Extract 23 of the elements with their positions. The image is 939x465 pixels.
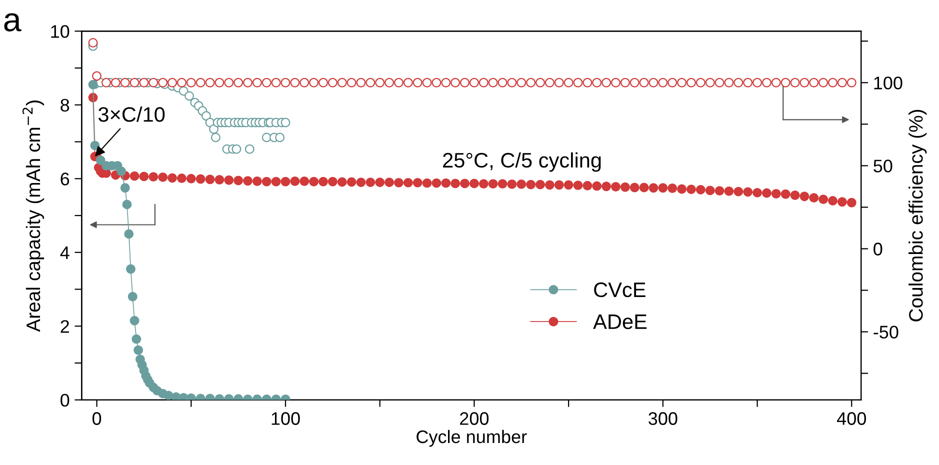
legend-label: CVcE	[594, 282, 646, 298]
x-tick-label: 300	[648, 412, 678, 425]
y-tick-label: 8	[60, 98, 70, 112]
y2-tick-label: 50	[874, 160, 892, 172]
x-tick-label: 0	[92, 412, 102, 425]
annotation: 25°C, C/5 cycling	[443, 152, 601, 172]
x-axis-title: Cycle number	[416, 430, 527, 447]
y2-axis-title: Coulombic efficiency (%)	[908, 110, 927, 322]
x-tick-label: 400	[836, 412, 866, 425]
annotation: 3×C/10	[98, 106, 165, 122]
x-tick-label: 200	[460, 412, 489, 425]
y-tick-label: 6	[60, 172, 70, 186]
y-tick-label: 10	[51, 25, 70, 38]
y2-tick-label: 100	[874, 76, 902, 90]
x-tick-label: 100	[272, 412, 300, 425]
y-tick-label: 4	[60, 246, 70, 259]
text: a	[4, 13, 22, 32]
y2-tick-label: 0	[874, 242, 882, 256]
legend-label: ADeE	[593, 314, 647, 330]
y-axis-title: Areal capacity (mAh cm$^{−2}$)	[22, 100, 44, 332]
y-tick-label: 2	[60, 320, 69, 333]
y-tick-label: 0	[60, 394, 70, 407]
y2-tick-label: -50	[874, 326, 898, 339]
